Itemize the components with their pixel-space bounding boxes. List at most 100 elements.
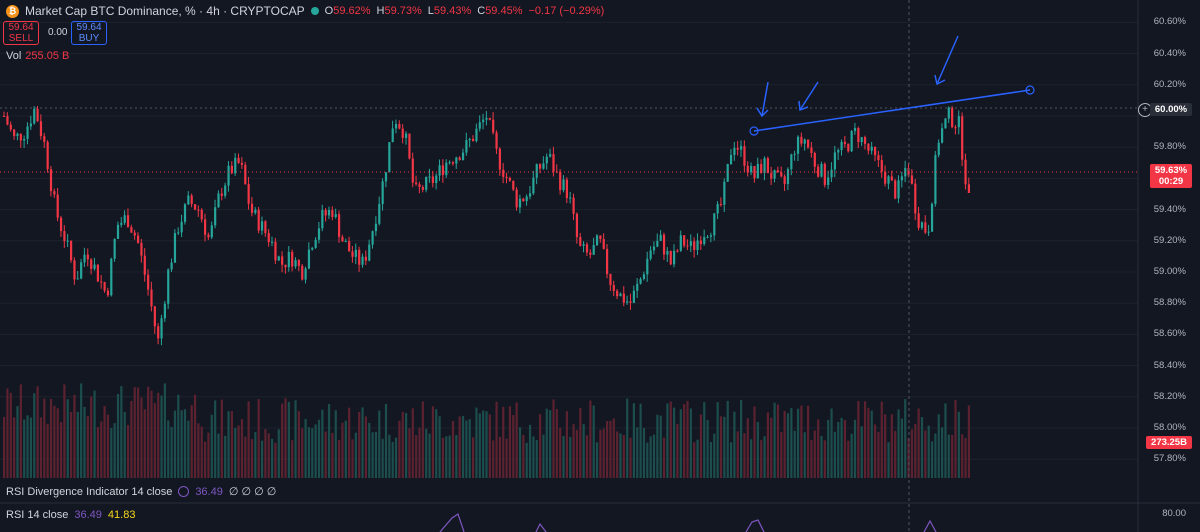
- volume-bar: [629, 437, 632, 478]
- volume-bar: [964, 438, 967, 478]
- indicator-settings-icon[interactable]: [178, 486, 190, 497]
- candle-body: [498, 148, 501, 170]
- candle-body: [230, 165, 233, 174]
- candle-body: [468, 138, 471, 141]
- volume-bar: [508, 406, 512, 478]
- volume-bar: [662, 437, 666, 478]
- volume-bar: [39, 417, 43, 478]
- volume-bar: [418, 427, 421, 478]
- volume-bar: [941, 427, 944, 478]
- candle-body: [36, 108, 39, 122]
- candle-body: [696, 240, 699, 250]
- candle-body: [699, 240, 702, 244]
- volume-bar: [458, 416, 461, 478]
- volume-bar: [545, 408, 548, 478]
- volume-bar: [679, 409, 682, 478]
- volume-bar: [438, 416, 441, 478]
- candle-body: [595, 235, 599, 246]
- volume-bar: [723, 416, 726, 478]
- volume-bar: [760, 440, 763, 478]
- volume-bar: [448, 435, 451, 478]
- volume-bar: [234, 427, 237, 478]
- buy-button[interactable]: 59.64 BUY: [71, 21, 107, 45]
- candle-body: [475, 128, 478, 142]
- candle-body: [649, 250, 652, 259]
- volume-bar: [807, 405, 810, 478]
- volume-bar: [147, 386, 150, 478]
- candle-body: [130, 227, 133, 233]
- volume-bar: [549, 410, 552, 478]
- rsi-label: RSI 14 close: [6, 509, 69, 521]
- volume-bar: [947, 434, 950, 478]
- candle-body: [676, 250, 679, 252]
- volume-bar: [348, 407, 351, 478]
- volume-bar: [408, 428, 411, 478]
- price-tick-label: 60.60%: [1153, 16, 1186, 28]
- candle-body: [532, 177, 535, 194]
- volume-bar: [572, 424, 575, 478]
- candle-body: [80, 262, 83, 279]
- rsi-divergence-legend[interactable]: RSI Divergence Indicator 14 close 36.49 …: [6, 485, 277, 499]
- volume-legend[interactable]: Vol 255.05 B: [6, 50, 69, 62]
- volume-bar: [589, 400, 592, 478]
- symbol-title[interactable]: Market Cap BTC Dominance, % · 4h · CRYPT…: [25, 4, 305, 18]
- chart-header: ₿ Market Cap BTC Dominance, % · 4h · CRY…: [6, 2, 604, 20]
- volume-bar: [790, 408, 793, 478]
- candle-body: [542, 163, 545, 169]
- candle-body: [63, 231, 66, 242]
- volume-bar: [431, 406, 434, 478]
- candle-body: [297, 260, 300, 266]
- volume-bar: [602, 428, 605, 478]
- volume-bar: [488, 414, 491, 478]
- volume-bar: [428, 433, 431, 478]
- candle-body: [880, 160, 883, 172]
- rsi-segment: [745, 519, 765, 532]
- candle-body: [616, 290, 619, 297]
- candle-body: [609, 273, 612, 286]
- candle-body: [100, 281, 103, 283]
- candle-body: [760, 163, 763, 173]
- sell-button[interactable]: 59.64 SELL: [3, 21, 39, 45]
- volume-bar: [910, 429, 914, 478]
- volume-bar: [123, 411, 126, 478]
- volume-bar: [113, 423, 116, 478]
- candle-body: [381, 181, 384, 205]
- candle-body: [552, 154, 555, 172]
- volume-bar: [860, 426, 863, 478]
- candle-body: [920, 222, 924, 228]
- volume-bar: [368, 422, 371, 478]
- candle-body: [703, 237, 706, 244]
- candle-body: [693, 241, 696, 250]
- candle-body: [512, 180, 515, 190]
- volume-bar: [163, 383, 166, 478]
- volume-bar: [354, 432, 357, 478]
- candle-body: [887, 176, 890, 184]
- volume-bar: [890, 414, 893, 478]
- candle-body: [863, 137, 867, 144]
- candle-body: [585, 244, 589, 253]
- candle-body: [951, 107, 954, 128]
- rsi-div-empty: ∅ ∅ ∅ ∅: [228, 486, 277, 498]
- volume-bar: [609, 420, 612, 478]
- volume-bar: [59, 422, 63, 478]
- candle-body: [843, 141, 847, 145]
- volume-bar: [870, 410, 873, 478]
- candle-body: [461, 152, 465, 160]
- candle-body: [113, 238, 116, 259]
- candle-body: [726, 164, 729, 182]
- candle-body: [66, 240, 69, 242]
- candle-body: [642, 274, 646, 279]
- candle-body: [709, 235, 713, 237]
- rsi-segment: [439, 513, 465, 532]
- volume-bar: [227, 411, 230, 478]
- volume-bar: [733, 411, 736, 478]
- price-tick-label: 59.80%: [1153, 141, 1186, 153]
- candle-body: [840, 141, 843, 151]
- volume-bar: [264, 429, 267, 478]
- rsi-legend[interactable]: RSI 14 close 36.49 41.83: [6, 509, 135, 521]
- candle-body: [378, 204, 381, 224]
- level-price-tag: 60.00%: [1150, 103, 1192, 116]
- volume-bar: [676, 423, 679, 478]
- candle-body: [26, 126, 29, 139]
